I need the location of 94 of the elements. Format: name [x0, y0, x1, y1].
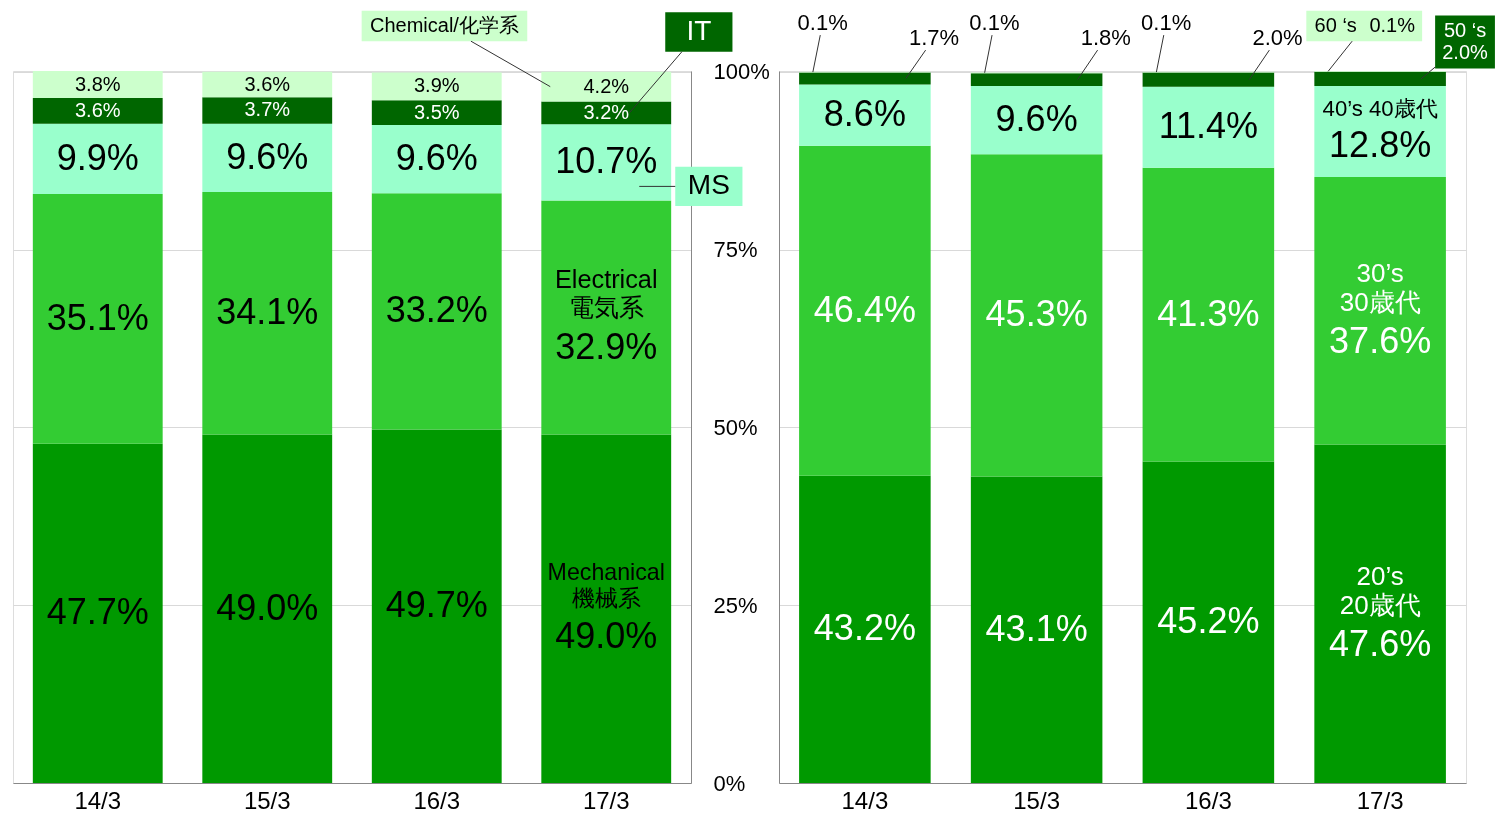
bar: [32, 123, 163, 195]
bar: [1142, 86, 1275, 168]
bar: [541, 124, 672, 201]
data-label: 49.0%: [555, 614, 658, 656]
bar: [970, 154, 1103, 477]
bar: [371, 193, 502, 430]
bar: [371, 429, 502, 783]
data-label: 49.7%: [385, 584, 488, 626]
data-label: 49.0%: [216, 586, 319, 628]
bar: [202, 434, 333, 783]
data-label: 10.7%: [555, 140, 658, 182]
x-tick-label: 14/3: [74, 786, 122, 814]
bar: [32, 71, 163, 99]
bar: [541, 71, 672, 102]
data-label: 34.1%: [216, 291, 319, 333]
data-label: 0.1%: [797, 10, 848, 35]
bar: [32, 194, 163, 444]
series-label: 60 ‘s: [1314, 14, 1357, 36]
y-tick-label: 0%: [713, 770, 746, 796]
bar: [541, 434, 672, 783]
data-label: 3.8%: [74, 72, 121, 95]
y-tick-label: 25%: [713, 592, 758, 618]
text: IT: [686, 15, 712, 46]
data-label: 46.4%: [813, 288, 916, 330]
bar: [202, 123, 333, 192]
bar: [202, 191, 333, 435]
data-label: 3.6%: [244, 72, 291, 95]
bar: [1142, 167, 1275, 462]
y-tick-label: 75%: [713, 237, 758, 263]
data-label: 9.9%: [56, 136, 139, 178]
y-tick-label: 100%: [713, 59, 770, 85]
series-label: Mechanical 機械系: [547, 558, 665, 611]
data-label: 3.5%: [413, 100, 460, 123]
bar: [970, 73, 1103, 86]
data-label: 32.9%: [555, 325, 658, 367]
data-label: 45.2%: [1157, 600, 1260, 642]
data-label: 47.7%: [46, 591, 149, 633]
bar: [1142, 72, 1275, 87]
x-tick-label: 16/3: [413, 786, 461, 814]
data-label: 1.8%: [1080, 25, 1131, 50]
data-label: 0.1%: [1369, 14, 1416, 36]
data-label: 2.0%: [1252, 25, 1303, 50]
data-label: 9.6%: [395, 137, 478, 179]
bar: [799, 475, 931, 783]
series-label: 30’s 30歳代: [1339, 257, 1421, 317]
x-tick-label: 15/3: [1013, 786, 1060, 814]
data-label: 45.3%: [985, 293, 1088, 335]
data-label: 47.6%: [1329, 622, 1432, 664]
data-label: 35.1%: [46, 296, 149, 338]
x-tick-label: 17/3: [1356, 786, 1404, 814]
series-label: 20’s 20歳代: [1339, 560, 1421, 620]
data-label: 1.7%: [908, 25, 960, 50]
data-label: 43.2%: [813, 607, 916, 649]
series-label: 40’s 40歳代: [1322, 96, 1438, 122]
x-tick-label: 17/3: [582, 786, 630, 814]
data-label: 12.8%: [1329, 123, 1432, 165]
bar: [541, 200, 672, 435]
bar: [371, 72, 502, 101]
data-label: 33.2%: [385, 289, 488, 331]
data-label: 9.6%: [226, 135, 309, 177]
data-label: 3.2%: [583, 100, 630, 123]
series-label: Chemical/化学系: [369, 14, 519, 36]
data-label: 3.6%: [74, 98, 121, 121]
data-label: 3.9%: [413, 74, 460, 97]
x-tick-label: 16/3: [1185, 786, 1232, 814]
bar: [1142, 461, 1275, 783]
data-label: 0.1%: [969, 10, 1020, 35]
bar: [32, 443, 163, 783]
series-label: 50 ‘s: [1443, 18, 1487, 41]
data-label: 0.1%: [1141, 10, 1192, 35]
data-label: 43.1%: [985, 607, 1088, 649]
data-label: 37.6%: [1329, 319, 1432, 361]
y-tick-label: 50%: [713, 414, 758, 440]
x-tick-label: 15/3: [243, 786, 291, 814]
bar: [970, 476, 1103, 783]
series-label: Electrical 電気系: [554, 265, 658, 322]
bar: [1314, 71, 1446, 86]
bar: [202, 97, 333, 124]
bar: [371, 125, 502, 194]
data-label: 9.6%: [995, 98, 1078, 140]
x-tick-label: 14/3: [841, 786, 889, 814]
data-label: 11.4%: [1158, 105, 1259, 147]
bar: [799, 145, 931, 476]
data-label: 2.0%: [1442, 41, 1489, 64]
bar: [371, 100, 502, 126]
bar: [1314, 444, 1446, 783]
bar: [799, 72, 931, 85]
bar: [32, 98, 163, 124]
data-label: 3.7%: [244, 98, 291, 121]
data-label: 4.2%: [583, 74, 630, 97]
data-label: 8.6%: [823, 93, 906, 135]
data-label: 41.3%: [1157, 292, 1260, 334]
series-label: MS: [687, 169, 730, 201]
bar: [1314, 176, 1446, 445]
